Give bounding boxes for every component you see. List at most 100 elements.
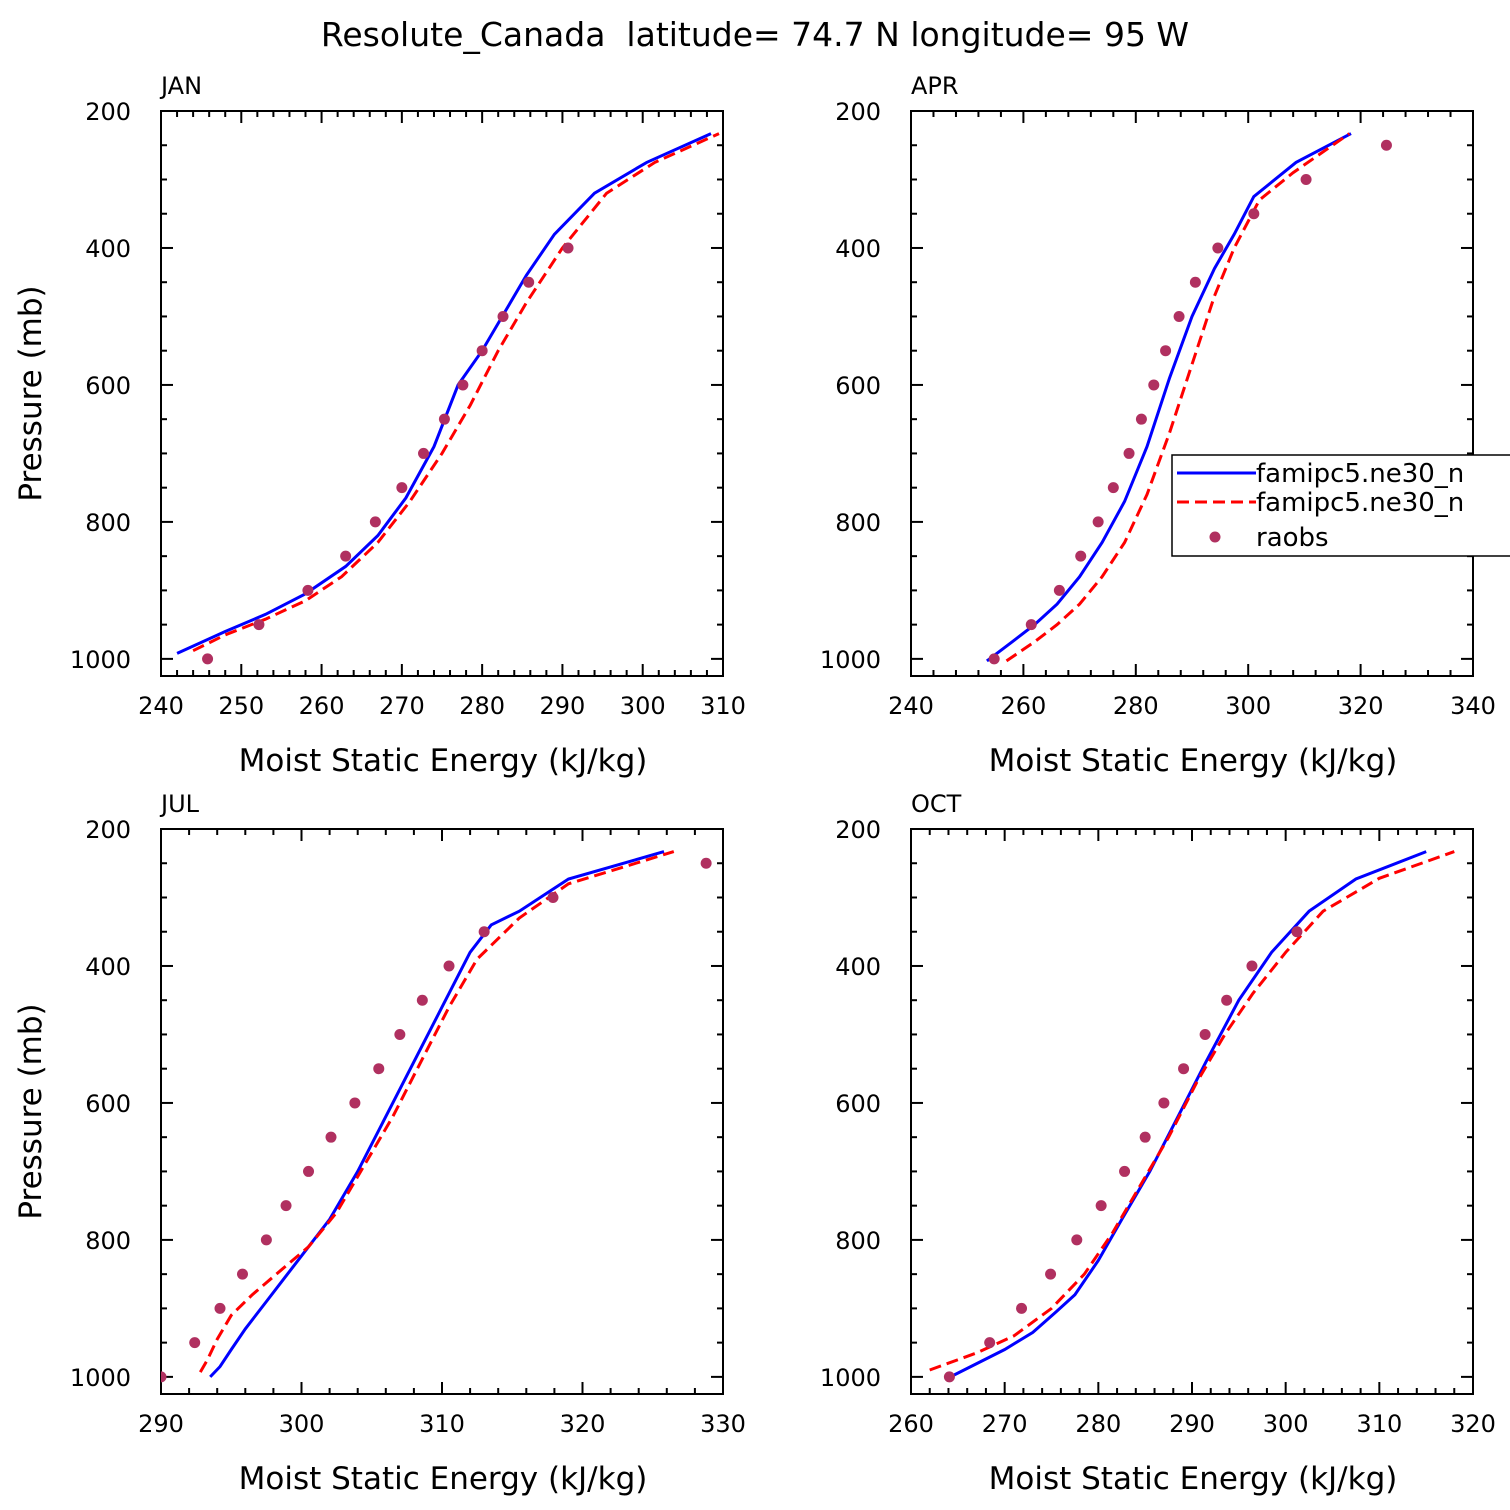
y-tick-label: 600 — [85, 372, 131, 400]
y-tick-label: 800 — [835, 509, 881, 537]
raobs-point — [1107, 482, 1119, 494]
y-tick-label: 800 — [835, 1227, 881, 1255]
raobs-point — [369, 516, 381, 528]
y-tick-label: 400 — [835, 235, 881, 263]
x-tick-label: 340 — [1450, 692, 1496, 720]
panels: 240 250 260 270 280 290 300 310 200 400 600 800 1000… — [13, 72, 1496, 1497]
raobs-point — [1221, 994, 1233, 1006]
raobs-point — [1119, 1165, 1131, 1177]
raobs-point — [1173, 310, 1185, 322]
x-tick-label: 240 — [888, 692, 934, 720]
y-tick-label: 200 — [85, 816, 131, 844]
raobs-point — [1148, 379, 1160, 391]
legend-label: famipc5.ne30_n — [1256, 459, 1464, 489]
x-tick-label: 300 — [1263, 1410, 1309, 1438]
series-group — [161, 850, 712, 1383]
legend-marker-dot — [1209, 531, 1221, 543]
legend-label: famipc5.ne30_n — [1256, 488, 1464, 518]
raobs-point — [984, 1337, 996, 1349]
x-tick-label: 310 — [419, 1410, 465, 1438]
x-tick-label: 300 — [1225, 692, 1271, 720]
raobs-point — [1212, 242, 1224, 254]
y-tick-label: 600 — [835, 1090, 881, 1118]
x-tick-label: 280 — [1113, 692, 1159, 720]
x-tick-label: 300 — [279, 1410, 325, 1438]
y-tick-label: 200 — [835, 98, 881, 126]
panel-title: JUL — [159, 790, 200, 818]
x-tick-label: 250 — [218, 692, 264, 720]
raobs-point — [988, 653, 1000, 665]
raobs-point — [418, 447, 430, 459]
x-tick-label: 270 — [982, 1410, 1028, 1438]
raobs-point — [438, 413, 450, 425]
series-line-dashed — [192, 132, 720, 653]
x-axis-label: Moist Static Energy (kJ/kg) — [989, 743, 1398, 779]
raobs-point — [1380, 139, 1392, 151]
series-group — [176, 132, 720, 665]
panel-apr: 240 260 280 300 320 340 200 400 600 800 1000 APR Moi… — [820, 72, 1496, 779]
raobs-point — [1075, 550, 1087, 562]
y-tick-label: 400 — [85, 235, 131, 263]
y-tick-label: 800 — [85, 509, 131, 537]
y-tick-label: 400 — [835, 953, 881, 981]
raobs-point — [325, 1131, 337, 1143]
raobs-point — [1300, 173, 1312, 185]
raobs-point — [476, 345, 488, 357]
x-tick-label: 270 — [379, 692, 425, 720]
raobs-point — [457, 379, 469, 391]
raobs-point — [253, 619, 265, 631]
raobs-point — [700, 857, 712, 869]
series-line-solid — [176, 132, 712, 655]
panel-jan: 240 250 260 270 280 290 300 310 200 400 600 800 1000… — [13, 72, 746, 779]
plot-frame — [910, 828, 1474, 1395]
raobs-point — [443, 960, 455, 972]
y-axis-label: Pressure (mb) — [13, 285, 49, 501]
y-tick-label: 200 — [85, 98, 131, 126]
y-tick-label: 600 — [85, 1090, 131, 1118]
raobs-point — [302, 584, 314, 596]
y-tick-label: 400 — [85, 953, 131, 981]
x-axis-label: Moist Static Energy (kJ/kg) — [239, 743, 648, 779]
raobs-point — [523, 276, 535, 288]
x-tick-label: 320 — [1338, 692, 1384, 720]
panel-title: APR — [911, 72, 959, 100]
x-axis-label: Moist Static Energy (kJ/kg) — [989, 1461, 1398, 1497]
x-tick-label: 280 — [459, 692, 505, 720]
panel-oct: 260 270 280 290 300 310 320 200 400 600 800 1000 OCT… — [820, 790, 1496, 1497]
y-tick-label: 1000 — [820, 1364, 881, 1392]
panel-jul: 290 300 310 320 330 200 400 600 800 1000 JUL Moist … — [13, 790, 746, 1497]
raobs-point — [373, 1063, 385, 1075]
raobs-point — [189, 1337, 201, 1349]
raobs-point — [478, 926, 490, 938]
raobs-point — [547, 891, 559, 903]
raobs-point — [1025, 619, 1037, 631]
raobs-point — [1189, 276, 1201, 288]
raobs-point — [396, 482, 408, 494]
raobs-point — [1139, 1131, 1151, 1143]
raobs-point — [1016, 1302, 1028, 1314]
raobs-point — [236, 1268, 248, 1280]
x-tick-label: 260 — [299, 692, 345, 720]
raobs-point — [202, 653, 214, 665]
raobs-point — [394, 1028, 406, 1040]
raobs-point — [416, 994, 428, 1006]
raobs-point — [260, 1234, 272, 1246]
plot-frame — [910, 110, 1474, 677]
x-tick-label: 330 — [700, 1410, 746, 1438]
series-line-solid — [209, 850, 665, 1378]
raobs-point — [1071, 1234, 1083, 1246]
raobs-point — [303, 1165, 315, 1177]
raobs-point — [562, 242, 574, 254]
raobs-point — [497, 310, 509, 322]
raobs-point — [1053, 584, 1065, 596]
x-tick-label: 310 — [700, 692, 746, 720]
y-axis-label: Pressure (mb) — [13, 1003, 49, 1219]
x-tick-label: 320 — [1450, 1410, 1496, 1438]
x-tick-label: 310 — [1356, 1410, 1402, 1438]
raobs-point — [1045, 1268, 1057, 1280]
y-tick-label: 200 — [835, 816, 881, 844]
raobs-point — [349, 1097, 361, 1109]
x-tick-label: 300 — [620, 692, 666, 720]
series-group — [985, 132, 1392, 665]
x-tick-label: 290 — [1169, 1410, 1215, 1438]
